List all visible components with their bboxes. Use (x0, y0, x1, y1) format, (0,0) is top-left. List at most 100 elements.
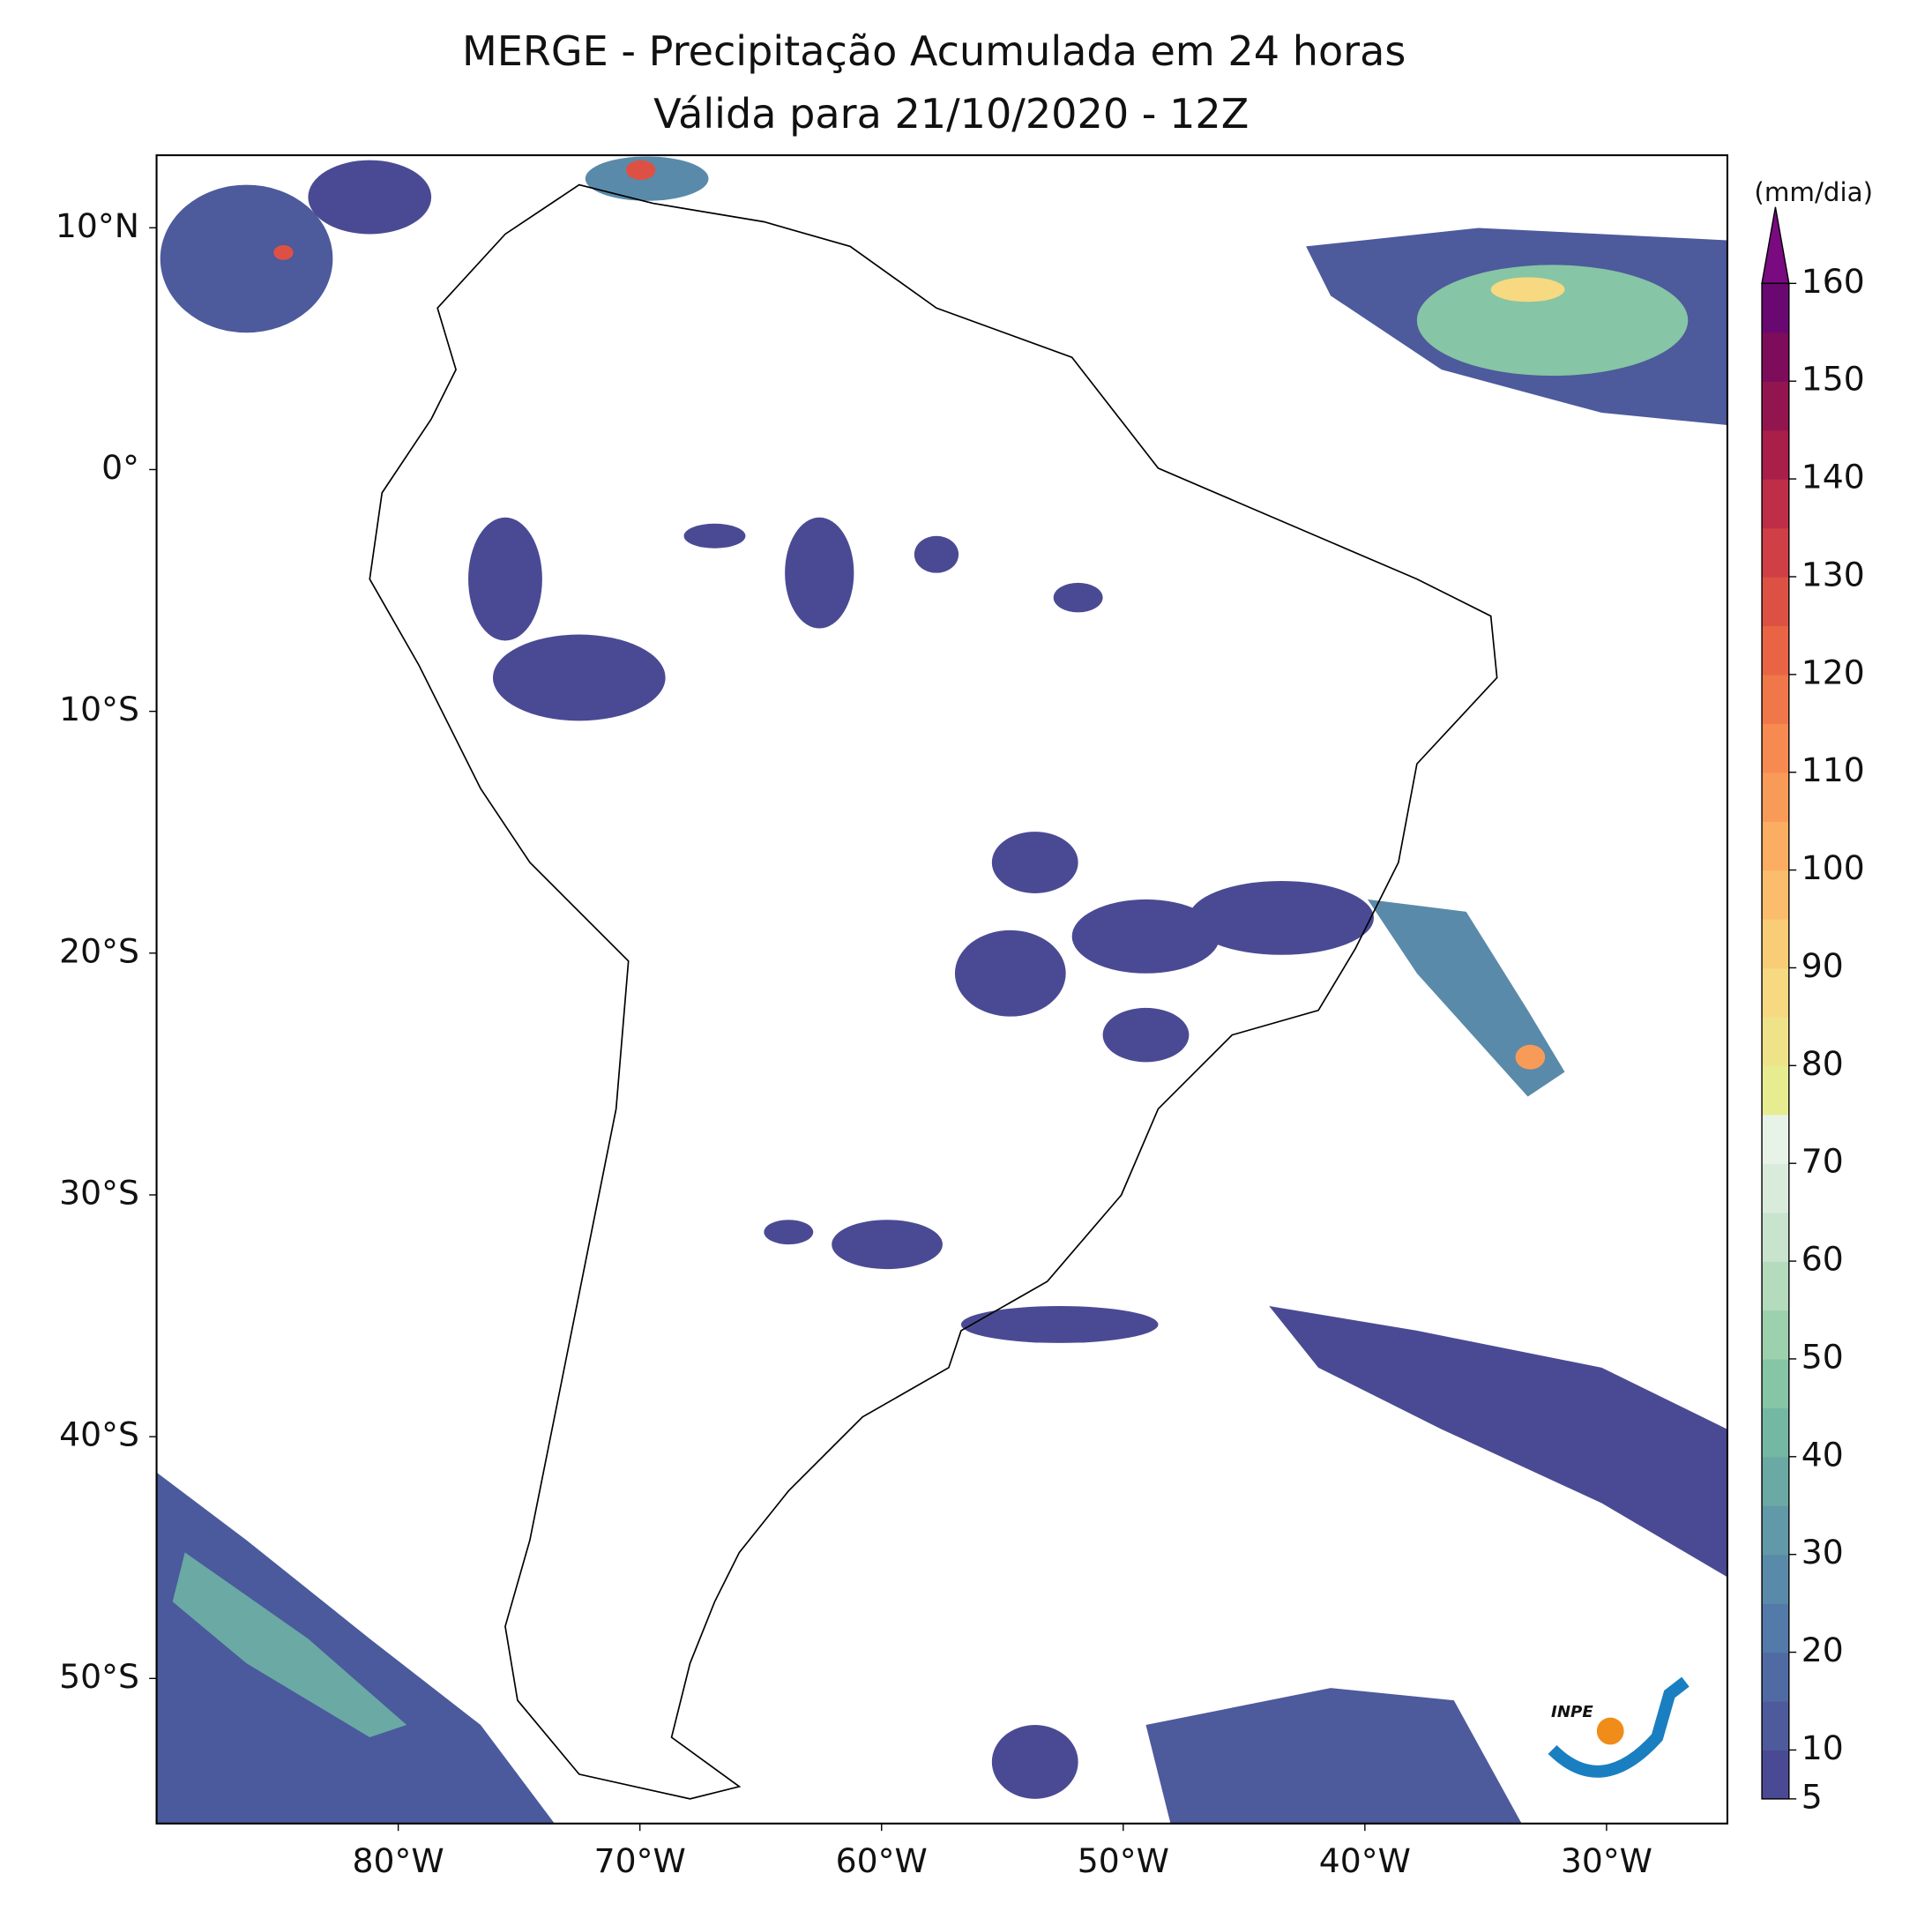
colorbar-tick-label: 110 (1801, 750, 1865, 789)
coastline (369, 183, 1498, 1800)
rain-area (1102, 1007, 1190, 1063)
colorbar-band (1762, 527, 1789, 578)
colorbar-tick-label: 20 (1801, 1631, 1844, 1669)
rain-area (492, 634, 666, 721)
rain-area (1416, 265, 1689, 377)
lat-tick-label: 30°S (59, 1173, 139, 1212)
lon-tick-label: 30°W (1561, 1841, 1652, 1880)
rain-area (160, 184, 333, 333)
colorbar-tick-label: 10 (1801, 1728, 1844, 1767)
colorbar-band (1762, 1065, 1789, 1116)
lat-tick-label: 10°N (56, 206, 139, 245)
colorbar-tick-label: 5 (1801, 1777, 1823, 1816)
rain-area (785, 517, 854, 629)
logo-background (1521, 1645, 1652, 1802)
rain-area (914, 535, 959, 573)
rain-area (172, 1552, 407, 1737)
lat-tick-label: 10°S (59, 690, 139, 728)
colorbar-tick-label: 50 (1801, 1337, 1844, 1376)
colorbar-band (1762, 1456, 1789, 1506)
rain-area (954, 929, 1066, 1017)
colorbar-band (1762, 870, 1789, 920)
colorbar-tick-label: 150 (1801, 360, 1865, 399)
colorbar-band (1762, 821, 1789, 871)
lat-tick-label: 20°S (59, 931, 139, 970)
colorbar-tick-label: 40 (1801, 1435, 1844, 1474)
colorbar-unit: (mm/dia) (1754, 177, 1873, 207)
colorbar-band (1762, 1212, 1789, 1262)
rain-area (308, 160, 432, 235)
colorbar-tick-label: 140 (1801, 458, 1865, 496)
rain-area (683, 523, 746, 549)
map-frame (155, 153, 1728, 1825)
logo-text: INPE (1551, 1703, 1593, 1721)
colorbar-tick-label: 100 (1801, 848, 1865, 887)
colorbar: 5 10 20 30 40 50 60 70 80 90 100 110 120 130 140 150 160 (1761, 206, 1865, 1816)
colorbar-band (1762, 381, 1789, 431)
logo-dot (1596, 1717, 1624, 1745)
colorbar-band (1762, 1700, 1789, 1751)
colorbar-band (1762, 479, 1789, 529)
rain-area (960, 1305, 1159, 1343)
colorbar-band (1762, 723, 1789, 773)
rain-area (1071, 899, 1220, 974)
colorbar-band (1762, 1016, 1789, 1067)
rain-area (1490, 277, 1565, 302)
colorbar-tick-label: 70 (1801, 1142, 1844, 1181)
rain-area (273, 245, 294, 260)
subtitle: Válida para 21/10/2020 - 12Z (653, 90, 1249, 138)
colorbar-band (1762, 1750, 1789, 1800)
rain-area (156, 1472, 555, 1824)
lon-tick-label: 40°W (1319, 1841, 1411, 1880)
rain-area (764, 1220, 814, 1245)
colorbar-band (1762, 1505, 1789, 1556)
rain-area (1367, 899, 1565, 1097)
lat-tick-label: 50°S (59, 1657, 139, 1696)
logo-arrow (1548, 1676, 1690, 1778)
colorbar-band (1762, 1310, 1789, 1360)
colorbar-tick-label: 60 (1801, 1240, 1844, 1279)
lon-tick-label: 60°W (836, 1841, 928, 1880)
colorbar-band (1762, 919, 1789, 969)
lon-tick-label: 70°W (594, 1841, 686, 1880)
colorbar-tick-label: 120 (1801, 653, 1865, 691)
colorbar-tick-label: 90 (1801, 946, 1844, 985)
precipitation-areas (156, 156, 1727, 1824)
lon-tick-label: 80°W (353, 1841, 444, 1880)
rain-area (1515, 1044, 1546, 1070)
rain-area (1053, 582, 1103, 613)
colorbar-band (1762, 1114, 1789, 1164)
colorbar-band (1762, 967, 1789, 1018)
rain-area (468, 517, 542, 641)
colorbar-band (1762, 283, 1789, 333)
rain-area (625, 160, 656, 180)
colorbar-tick-label: 30 (1801, 1533, 1844, 1571)
rain-area (1189, 880, 1374, 955)
colorbar-band (1762, 674, 1789, 724)
colorbar-band (1762, 576, 1789, 627)
lat-tick-label: 40°S (59, 1415, 139, 1454)
rain-area (991, 1725, 1078, 1799)
colorbar-frame (1761, 282, 1790, 1800)
colorbar-band (1762, 1554, 1789, 1604)
colorbar-band (1762, 1358, 1789, 1409)
rain-area (1269, 1305, 1727, 1578)
map-axes: 10°N 0° 10°S 20°S 30°S 40°S 50°S 80°W 70°W 60°W 50… (56, 206, 1652, 1880)
colorbar-tick-label: 80 (1801, 1044, 1844, 1083)
colorbar-tick-label: 160 (1801, 262, 1865, 301)
colorbar-tick-label: 130 (1801, 555, 1865, 593)
colorbar-band (1762, 332, 1789, 382)
colorbar-band (1762, 1407, 1789, 1458)
colorbar-band (1762, 1652, 1789, 1702)
rain-area (832, 1220, 943, 1270)
rain-area (1145, 1688, 1522, 1824)
rain-area (991, 832, 1078, 893)
colorbar-band (1762, 1603, 1789, 1653)
colorbar-band (1762, 772, 1789, 822)
colorbar-band (1762, 429, 1789, 480)
lon-tick-label: 50°W (1078, 1841, 1169, 1880)
lat-tick-label: 0° (101, 448, 139, 487)
logo: INPE (1521, 1645, 1690, 1802)
colorbar-band (1762, 1163, 1789, 1213)
